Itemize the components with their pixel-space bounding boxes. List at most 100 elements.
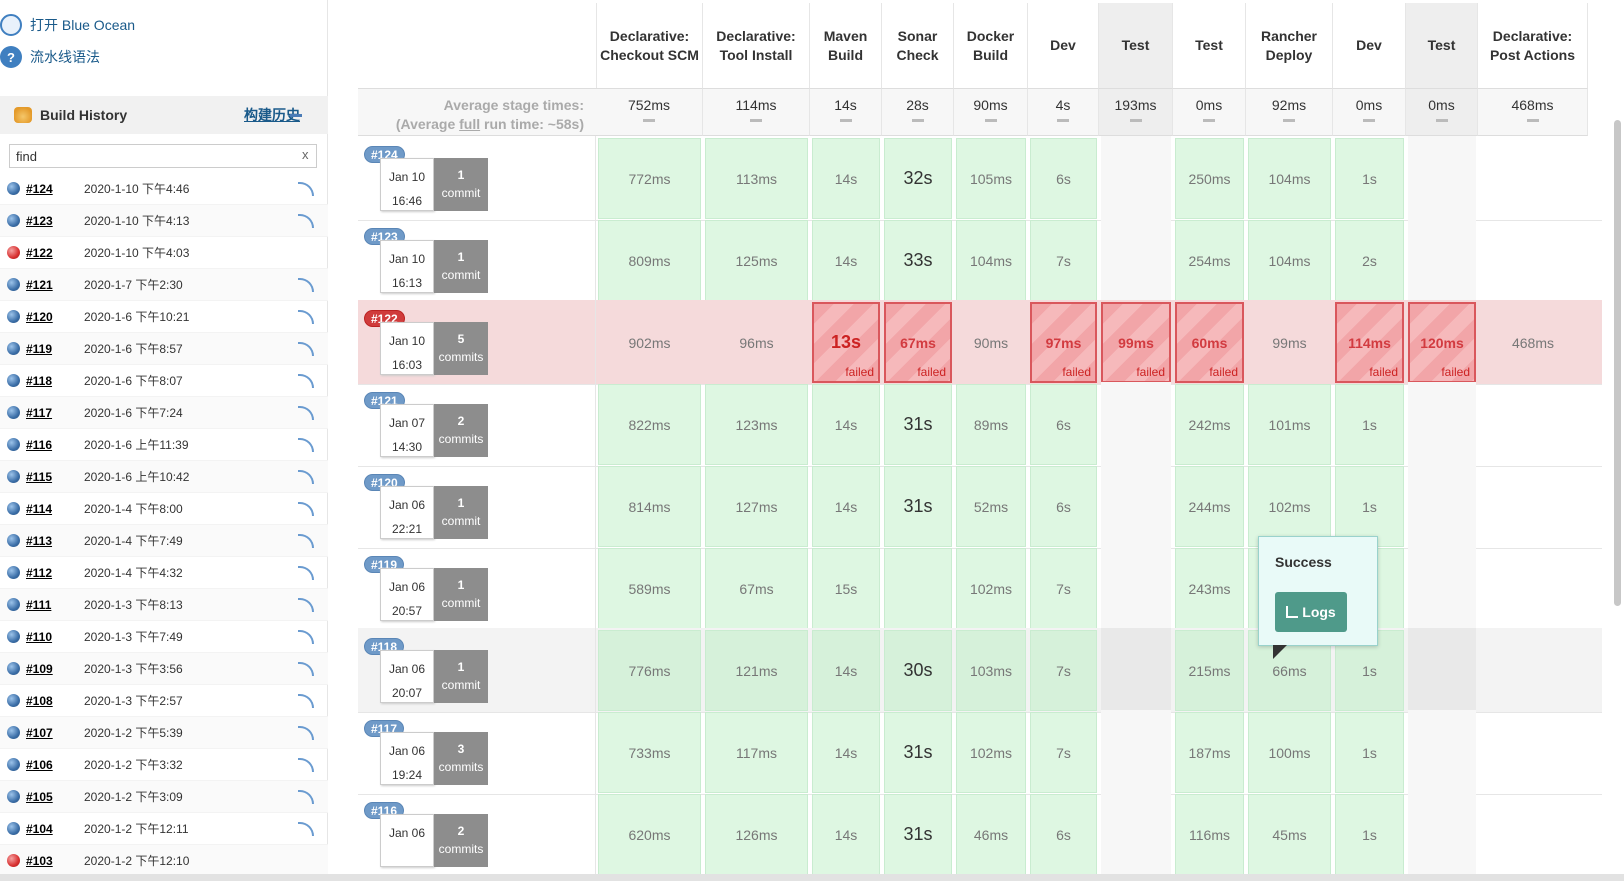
build-number-link[interactable]: #122 bbox=[26, 245, 53, 260]
stage-cell[interactable]: 2s bbox=[1335, 220, 1404, 301]
stage-cell[interactable]: 809ms bbox=[598, 220, 701, 301]
stage-cell[interactable]: 103ms bbox=[956, 630, 1026, 711]
avg-full-link[interactable]: full bbox=[459, 116, 481, 132]
build-row[interactable]: #116 Jan 06 2 commits 620ms 126ms 14s 31s 46ms 6s… bbox=[358, 792, 1602, 877]
build-row[interactable]: #118 Jan 06 20:07 1 commit 776ms 121ms 14s 30s 10… bbox=[358, 628, 1602, 713]
console-output-icon[interactable] bbox=[298, 758, 314, 772]
build-row[interactable]: #119 Jan 06 20:57 1 commit 589ms 67ms 15s 102ms 7… bbox=[358, 546, 1602, 631]
stage-cell[interactable]: 33s bbox=[884, 220, 952, 301]
collapse-icon[interactable] bbox=[290, 114, 302, 117]
stage-cell[interactable]: 121ms bbox=[705, 630, 808, 711]
stage-cell[interactable]: 468ms bbox=[1480, 302, 1586, 383]
stage-cell[interactable]: 113ms bbox=[705, 138, 808, 219]
stage-cell[interactable]: 97ms failed bbox=[1030, 302, 1097, 383]
stage-cell[interactable]: 90ms bbox=[956, 302, 1026, 383]
console-output-icon[interactable] bbox=[298, 726, 314, 740]
stage-cell[interactable]: 589ms bbox=[598, 548, 701, 629]
stage-cell[interactable]: 6s bbox=[1030, 384, 1097, 465]
stage-cell[interactable]: 14s bbox=[812, 794, 880, 875]
stage-cell[interactable]: 96ms bbox=[705, 302, 808, 383]
stage-cell[interactable]: 31s bbox=[884, 466, 952, 547]
console-output-icon[interactable] bbox=[298, 278, 314, 292]
stage-cell[interactable]: 6s bbox=[1030, 138, 1097, 219]
console-output-icon[interactable] bbox=[298, 470, 314, 484]
build-number-link[interactable]: #106 bbox=[26, 757, 53, 772]
build-number-link[interactable]: #124 bbox=[26, 181, 53, 196]
stage-cell[interactable]: 102ms bbox=[956, 712, 1026, 793]
stage-cell[interactable]: 15s bbox=[812, 548, 880, 629]
stage-cell[interactable]: 125ms bbox=[705, 220, 808, 301]
build-number-link[interactable]: #120 bbox=[26, 309, 53, 324]
stage-cell[interactable]: 814ms bbox=[598, 466, 701, 547]
stage-cell[interactable]: 776ms bbox=[598, 630, 701, 711]
clear-search-icon[interactable]: x bbox=[302, 147, 309, 162]
stage-cell[interactable]: 14s bbox=[812, 466, 880, 547]
stage-cell[interactable]: 6s bbox=[1030, 466, 1097, 547]
stage-cell[interactable]: 14s bbox=[812, 384, 880, 465]
console-output-icon[interactable] bbox=[298, 438, 314, 452]
build-number-link[interactable]: #119 bbox=[26, 341, 53, 356]
console-output-icon[interactable] bbox=[298, 790, 314, 804]
console-output-icon[interactable] bbox=[298, 630, 314, 644]
build-number-link[interactable]: #107 bbox=[26, 725, 53, 740]
stage-cell[interactable]: 822ms bbox=[598, 384, 701, 465]
build-number-link[interactable]: #118 bbox=[26, 373, 53, 388]
stage-cell[interactable]: 14s bbox=[812, 712, 880, 793]
stage-cell[interactable]: 31s bbox=[884, 384, 952, 465]
build-row[interactable]: #124 Jan 10 16:46 1 commit 772ms 113ms 14s 32s 10… bbox=[358, 136, 1602, 221]
stage-cell[interactable]: 60ms failed bbox=[1175, 302, 1244, 383]
stage-cell[interactable]: 620ms bbox=[598, 794, 701, 875]
build-search-input[interactable] bbox=[9, 144, 317, 168]
build-row[interactable]: #117 Jan 06 19:24 3 commits 733ms 117ms 14s 31s 1… bbox=[358, 710, 1602, 795]
logs-button[interactable]: Logs bbox=[1275, 592, 1347, 632]
build-number-link[interactable]: #114 bbox=[26, 501, 53, 516]
stage-cell[interactable]: 7s bbox=[1030, 220, 1097, 301]
console-output-icon[interactable] bbox=[298, 374, 314, 388]
stage-cell[interactable] bbox=[884, 548, 952, 629]
build-number-link[interactable]: #117 bbox=[26, 405, 53, 420]
console-output-icon[interactable] bbox=[298, 182, 314, 196]
stage-cell[interactable]: 101ms bbox=[1248, 384, 1331, 465]
commits-button[interactable]: 1 commit bbox=[434, 486, 488, 539]
console-output-icon[interactable] bbox=[298, 214, 314, 228]
commits-button[interactable]: 1 commit bbox=[434, 158, 488, 211]
stage-cell[interactable]: 250ms bbox=[1175, 138, 1244, 219]
stage-cell[interactable]: 104ms bbox=[1248, 220, 1331, 301]
build-number-link[interactable]: #109 bbox=[26, 661, 53, 676]
stage-cell[interactable]: 105ms bbox=[956, 138, 1026, 219]
stage-cell[interactable]: 104ms bbox=[956, 220, 1026, 301]
stage-cell[interactable]: 14s bbox=[812, 138, 880, 219]
commits-button[interactable]: 1 commit bbox=[434, 650, 488, 703]
horizontal-scrollbar[interactable] bbox=[0, 874, 1624, 881]
build-number-link[interactable]: #116 bbox=[26, 437, 53, 452]
stage-cell[interactable]: 45ms bbox=[1248, 794, 1331, 875]
stage-cell[interactable]: 215ms bbox=[1175, 630, 1244, 711]
stage-cell[interactable]: 1s bbox=[1335, 466, 1404, 547]
build-row[interactable]: #121 Jan 07 14:30 2 commits 822ms 123ms 14s 31s 8… bbox=[358, 382, 1602, 467]
build-row[interactable]: #122 Jan 10 16:03 5 commits 902ms 96ms 13s faile… bbox=[358, 300, 1602, 385]
stage-cell[interactable]: 7s bbox=[1030, 630, 1097, 711]
stage-cell[interactable]: 1s bbox=[1335, 712, 1404, 793]
blue-ocean-link[interactable]: 打开 Blue Ocean bbox=[0, 14, 135, 36]
stage-cell[interactable]: 902ms bbox=[598, 302, 701, 383]
commits-button[interactable]: 2 commits bbox=[434, 814, 488, 867]
build-number-link[interactable]: #110 bbox=[26, 629, 53, 644]
stage-cell[interactable]: 99ms bbox=[1248, 302, 1331, 383]
console-output-icon[interactable] bbox=[298, 406, 314, 420]
build-number-link[interactable]: #105 bbox=[26, 789, 53, 804]
stage-cell[interactable]: 116ms bbox=[1175, 794, 1244, 875]
stage-cell[interactable]: 89ms bbox=[956, 384, 1026, 465]
stage-cell[interactable]: 123ms bbox=[705, 384, 808, 465]
console-output-icon[interactable] bbox=[298, 310, 314, 324]
build-number-link[interactable]: #111 bbox=[26, 597, 52, 612]
stage-cell[interactable]: 52ms bbox=[956, 466, 1026, 547]
build-number-link[interactable]: #104 bbox=[26, 821, 53, 836]
stage-cell[interactable]: 31s bbox=[884, 794, 952, 875]
stage-cell[interactable]: 7s bbox=[1030, 712, 1097, 793]
stage-cell[interactable]: 99ms failed bbox=[1101, 302, 1171, 383]
stage-cell[interactable]: 46ms bbox=[956, 794, 1026, 875]
stage-cell[interactable]: 7s bbox=[1030, 548, 1097, 629]
commits-button[interactable]: 3 commits bbox=[434, 732, 488, 785]
stage-cell[interactable]: 102ms bbox=[1248, 466, 1331, 547]
commits-button[interactable]: 5 commits bbox=[434, 322, 488, 375]
